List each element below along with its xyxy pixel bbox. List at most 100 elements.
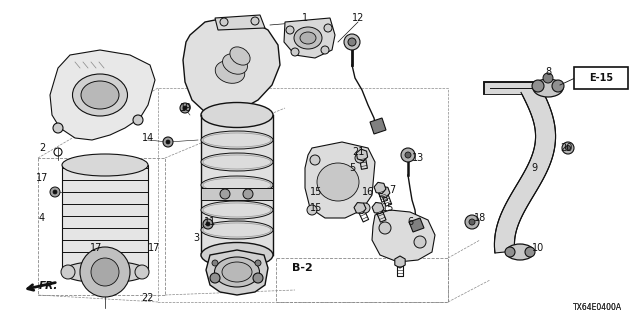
Polygon shape <box>374 182 386 194</box>
Circle shape <box>255 260 261 266</box>
Circle shape <box>206 222 210 226</box>
Ellipse shape <box>222 262 252 282</box>
Ellipse shape <box>533 79 563 97</box>
Ellipse shape <box>203 155 271 169</box>
Text: 20: 20 <box>560 143 572 153</box>
Circle shape <box>525 247 535 257</box>
Text: E-15: E-15 <box>589 73 613 83</box>
Circle shape <box>348 38 356 46</box>
Circle shape <box>53 123 63 133</box>
Circle shape <box>203 219 213 229</box>
Circle shape <box>133 115 143 125</box>
Text: 10: 10 <box>532 243 544 253</box>
Polygon shape <box>201 188 273 200</box>
Circle shape <box>505 247 515 257</box>
Text: 12: 12 <box>352 13 364 23</box>
Text: 19: 19 <box>180 103 192 113</box>
Text: 2: 2 <box>39 143 45 153</box>
Ellipse shape <box>230 47 250 65</box>
Circle shape <box>360 203 370 213</box>
Circle shape <box>355 153 365 163</box>
Polygon shape <box>495 84 556 253</box>
Circle shape <box>220 189 230 199</box>
Circle shape <box>91 258 119 286</box>
Circle shape <box>552 80 564 92</box>
Ellipse shape <box>62 154 148 176</box>
Text: 18: 18 <box>474 213 486 223</box>
Polygon shape <box>372 203 384 213</box>
Text: FR.: FR. <box>38 281 58 291</box>
Circle shape <box>344 34 360 50</box>
Text: TX64E0400A: TX64E0400A <box>573 303 623 313</box>
Circle shape <box>212 260 218 266</box>
Circle shape <box>163 137 173 147</box>
Text: 21: 21 <box>352 147 364 157</box>
Circle shape <box>324 24 332 32</box>
Text: 7: 7 <box>389 185 395 195</box>
Bar <box>201 115 273 255</box>
Text: 14: 14 <box>142 133 154 143</box>
Circle shape <box>414 236 426 248</box>
Ellipse shape <box>81 81 119 109</box>
Polygon shape <box>215 15 265 30</box>
Circle shape <box>401 148 415 162</box>
Text: 13: 13 <box>412 153 424 163</box>
Circle shape <box>321 46 329 54</box>
Circle shape <box>286 26 294 34</box>
Text: TX64E0400A: TX64E0400A <box>573 303 623 313</box>
Text: 17: 17 <box>148 243 160 253</box>
Text: 17: 17 <box>90 243 102 253</box>
Circle shape <box>80 247 130 297</box>
Ellipse shape <box>203 178 271 192</box>
Circle shape <box>543 73 553 83</box>
Text: 8: 8 <box>545 67 551 77</box>
Ellipse shape <box>72 74 127 116</box>
Ellipse shape <box>506 244 534 260</box>
Circle shape <box>379 222 391 234</box>
Polygon shape <box>409 218 424 232</box>
Polygon shape <box>50 50 155 140</box>
Circle shape <box>166 140 170 144</box>
Circle shape <box>210 273 220 283</box>
Ellipse shape <box>201 102 273 127</box>
Ellipse shape <box>201 153 273 171</box>
Ellipse shape <box>203 133 271 147</box>
Polygon shape <box>356 149 367 161</box>
Polygon shape <box>354 203 366 213</box>
Ellipse shape <box>201 243 273 268</box>
Ellipse shape <box>203 203 271 217</box>
Ellipse shape <box>203 223 271 237</box>
Text: 15: 15 <box>310 187 322 197</box>
Text: 4: 4 <box>39 213 45 223</box>
Polygon shape <box>206 250 268 295</box>
Circle shape <box>405 152 411 158</box>
Circle shape <box>291 48 299 56</box>
Text: 9: 9 <box>531 163 537 173</box>
Circle shape <box>135 265 149 279</box>
Ellipse shape <box>201 201 273 219</box>
Polygon shape <box>284 18 335 58</box>
Text: 6: 6 <box>407 217 413 227</box>
Text: 1: 1 <box>302 13 308 23</box>
Text: 11: 11 <box>204 217 216 227</box>
Circle shape <box>307 205 317 215</box>
Ellipse shape <box>214 257 259 287</box>
Circle shape <box>566 146 570 150</box>
Text: 5: 5 <box>349 163 355 173</box>
Text: 17: 17 <box>36 173 48 183</box>
Polygon shape <box>395 256 405 268</box>
Text: 15: 15 <box>382 203 394 213</box>
Circle shape <box>469 219 475 225</box>
Ellipse shape <box>294 27 322 49</box>
Circle shape <box>53 190 57 194</box>
Circle shape <box>50 187 60 197</box>
Text: B-2: B-2 <box>292 263 312 273</box>
Ellipse shape <box>300 32 316 44</box>
Circle shape <box>183 106 187 110</box>
Text: 22: 22 <box>141 293 154 303</box>
Text: 16: 16 <box>362 187 374 197</box>
Circle shape <box>220 18 228 26</box>
Circle shape <box>465 215 479 229</box>
Circle shape <box>251 17 259 25</box>
Ellipse shape <box>201 131 273 149</box>
